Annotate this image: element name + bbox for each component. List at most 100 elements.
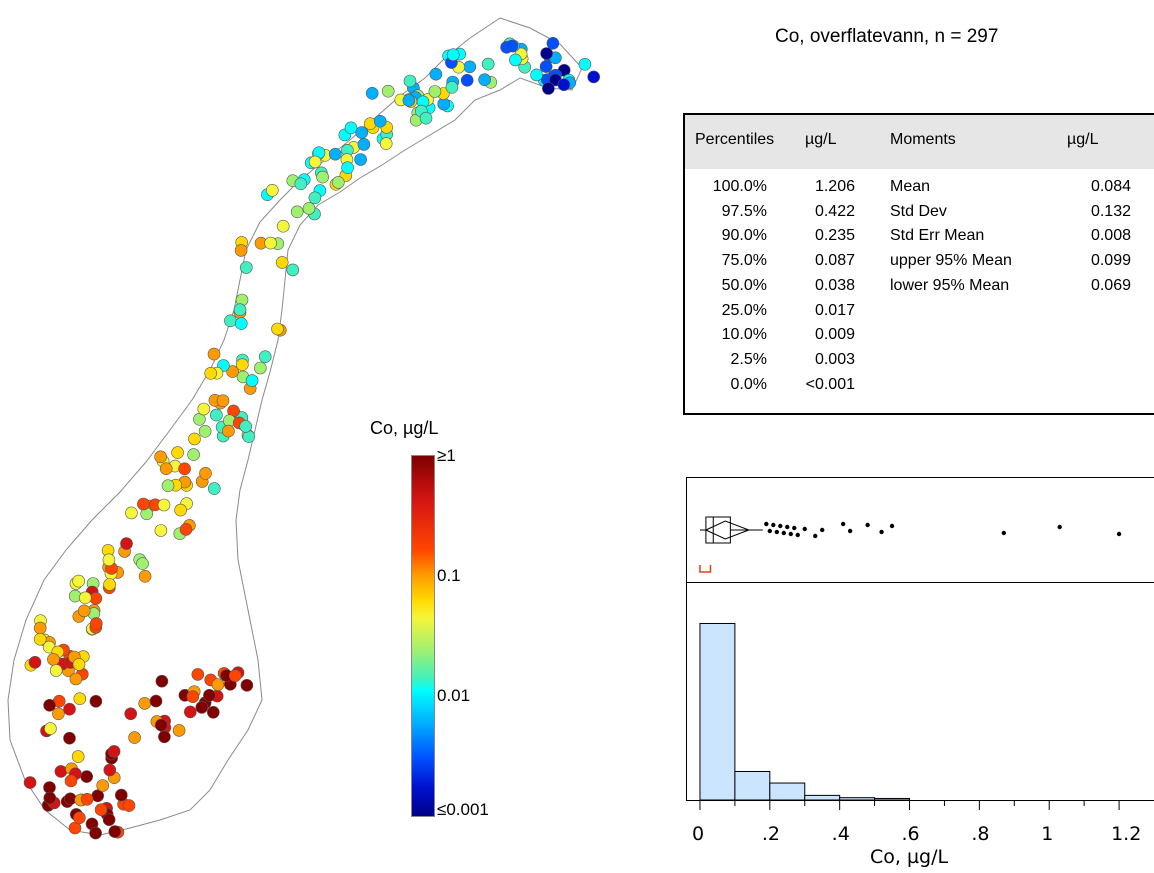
sample-point (264, 236, 277, 250)
moment-value: 0.008 (1090, 227, 1131, 245)
sample-point (207, 705, 220, 719)
outlier-point (767, 528, 773, 534)
sample-point (125, 506, 138, 520)
sample-point (478, 73, 491, 86)
percentile-value: 0.235 (814, 227, 855, 245)
sample-point (253, 361, 267, 375)
percentile-value: 0.422 (814, 202, 855, 220)
sample-point (276, 219, 290, 233)
sample-point (77, 604, 91, 618)
sample-point (179, 523, 193, 536)
sample-point (154, 524, 168, 537)
sample-point (429, 67, 443, 81)
x-tick-label: .6 (901, 823, 920, 845)
x-axis-label: Co, µg/L (870, 846, 949, 868)
outlier-point (785, 524, 790, 530)
sample-point (222, 424, 235, 438)
outlier-point (771, 522, 776, 528)
outlier-point (865, 522, 870, 528)
x-tick-label: .2 (761, 823, 780, 845)
outlier-point (774, 529, 780, 535)
sample-point (373, 114, 387, 128)
sample-point (328, 147, 342, 161)
sample-point (178, 462, 191, 476)
percentile-value: <0.001 (805, 375, 855, 393)
sample-point (89, 694, 103, 708)
sample-point (240, 678, 254, 692)
moment-value: 0.132 (1090, 202, 1131, 220)
sample-point (239, 420, 252, 433)
sample-point (197, 402, 211, 416)
map-panel: Co, µg/L ≥1 0.1 0.01 ≤0.001 (7, 17, 600, 840)
sample-point (240, 261, 253, 274)
outlier-point (792, 525, 797, 531)
percentiles-unit-header: µg/L (805, 131, 837, 148)
outlier-point (840, 521, 846, 527)
sample-point (64, 774, 78, 788)
sample-point (198, 424, 212, 438)
percentile-label: 0.0% (730, 375, 767, 393)
sample-point (149, 694, 163, 708)
sample-point (530, 68, 543, 82)
x-tick-label: 1.2 (1111, 823, 1142, 845)
sample-point (294, 177, 308, 191)
histogram-bar (769, 782, 806, 801)
moment-label: lower 95% Mean (890, 276, 1010, 294)
sample-point (331, 176, 345, 189)
sample-point (154, 718, 168, 732)
sample-point (96, 779, 109, 792)
sample-point (43, 698, 56, 712)
norway-map (7, 17, 600, 840)
sample-point (172, 724, 186, 737)
sample-point (63, 702, 76, 716)
stats-table: Percentiles µg/L Moments µg/L 100.0% 1.20… (683, 113, 1154, 415)
sample-point (419, 111, 433, 125)
legend-color-bar (411, 455, 435, 817)
legend-tick: 0.01 (437, 686, 471, 705)
sample-point (154, 450, 167, 464)
percentile-value: 0.017 (814, 301, 855, 319)
sample-point (43, 791, 57, 805)
sample-point (403, 74, 417, 88)
sample-point (128, 731, 141, 744)
moment-label: Std Err Mean (890, 227, 985, 245)
sample-point (208, 482, 221, 495)
outlier-point (1116, 531, 1122, 537)
percentile-label: 100.0% (712, 178, 767, 195)
sample-point (204, 366, 217, 380)
sample-point (235, 317, 248, 330)
outlier-point (813, 533, 818, 539)
boxplot-mean-diamond (705, 520, 751, 540)
percentile-value: 0.087 (814, 252, 855, 270)
moments-header: Moments (890, 131, 956, 148)
sample-point (446, 48, 460, 62)
moment-label: Mean (890, 178, 931, 195)
sample-point (542, 82, 555, 95)
outlier-point (847, 528, 853, 534)
sample-point (365, 87, 379, 100)
sample-point (211, 678, 225, 691)
sample-point (103, 578, 116, 591)
sample-point (115, 788, 128, 802)
moment-value: 0.099 (1090, 252, 1131, 270)
sample-point (203, 688, 216, 702)
moment-label: Std Dev (890, 202, 947, 220)
percentiles-header: Percentiles (695, 131, 775, 148)
sample-point (509, 53, 522, 67)
sample-point (308, 191, 322, 205)
histogram-bar (804, 794, 841, 801)
percentile-label: 2.5% (730, 350, 767, 368)
outlier-point (795, 532, 800, 538)
outlier-point (889, 523, 895, 529)
moment-value: 0.069 (1090, 276, 1131, 294)
sample-point (341, 161, 354, 174)
sample-point (28, 655, 42, 669)
sample-point (137, 497, 150, 511)
sample-point (199, 466, 212, 480)
sample-point (72, 574, 85, 588)
outlier-point (1057, 524, 1062, 530)
sample-point (44, 722, 57, 735)
page-title: Co, overflatevann, n = 297 (775, 26, 999, 47)
x-tick-label: 0 (691, 823, 705, 845)
